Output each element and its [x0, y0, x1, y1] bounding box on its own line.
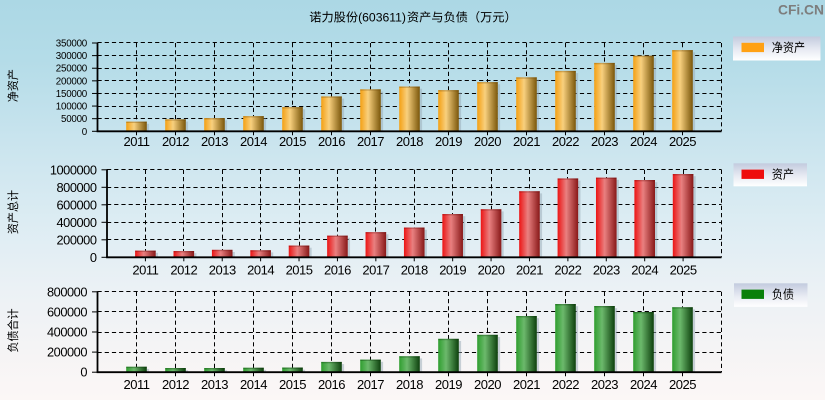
svg-text:2013: 2013	[201, 377, 228, 392]
svg-text:2016: 2016	[318, 134, 345, 149]
svg-text:2014: 2014	[247, 263, 274, 278]
svg-text:2020: 2020	[478, 263, 505, 278]
svg-text:800000: 800000	[47, 284, 87, 299]
svg-text:2011: 2011	[132, 263, 158, 278]
svg-text:2018: 2018	[396, 377, 423, 392]
svg-text:2017: 2017	[357, 134, 384, 149]
svg-text:2012: 2012	[170, 263, 197, 278]
svg-text:2013: 2013	[209, 263, 236, 278]
svg-text:2016: 2016	[324, 263, 351, 278]
svg-text:0: 0	[80, 365, 87, 380]
svg-text:2015: 2015	[279, 134, 306, 149]
svg-text:2024: 2024	[630, 134, 657, 149]
svg-text:2024: 2024	[630, 377, 657, 392]
svg-text:2015: 2015	[286, 263, 313, 278]
svg-text:2022: 2022	[554, 263, 581, 278]
svg-text:(603611): (603611)	[358, 10, 406, 24]
svg-text:2022: 2022	[552, 134, 579, 149]
svg-text:600000: 600000	[47, 304, 87, 319]
svg-text:2021: 2021	[513, 377, 540, 392]
svg-text:2021: 2021	[513, 134, 540, 149]
svg-text:2025: 2025	[669, 134, 696, 149]
svg-text:2014: 2014	[240, 377, 267, 392]
svg-text:400000: 400000	[47, 325, 87, 340]
svg-text:2015: 2015	[279, 377, 306, 392]
svg-text:400000: 400000	[56, 215, 96, 230]
svg-text:50000: 50000	[61, 114, 88, 125]
svg-text:2020: 2020	[474, 377, 501, 392]
svg-text:2018: 2018	[401, 263, 428, 278]
svg-text:350000: 350000	[56, 38, 88, 49]
svg-text:2014: 2014	[240, 134, 267, 149]
svg-text:2022: 2022	[552, 377, 579, 392]
svg-text:CFi.CN: CFi.CN	[778, 3, 824, 18]
svg-text:2018: 2018	[396, 134, 423, 149]
svg-text:2023: 2023	[593, 263, 620, 278]
svg-text:2013: 2013	[201, 134, 228, 149]
svg-text:600000: 600000	[56, 197, 96, 212]
svg-text:2025: 2025	[669, 377, 696, 392]
svg-text:200000: 200000	[47, 345, 87, 360]
svg-text:800000: 800000	[56, 180, 96, 195]
svg-text:0: 0	[90, 250, 97, 265]
svg-text:2020: 2020	[474, 134, 501, 149]
svg-text:2019: 2019	[435, 377, 462, 392]
svg-text:300000: 300000	[56, 51, 88, 62]
svg-text:2019: 2019	[435, 134, 462, 149]
svg-text:2012: 2012	[162, 134, 189, 149]
svg-text:2024: 2024	[631, 263, 658, 278]
svg-text:2023: 2023	[591, 134, 618, 149]
svg-text:200000: 200000	[56, 76, 88, 87]
svg-text:2011: 2011	[124, 134, 150, 149]
svg-text:0: 0	[82, 127, 88, 138]
svg-text:2016: 2016	[318, 377, 345, 392]
svg-text:100000: 100000	[56, 102, 88, 113]
svg-text:200000: 200000	[56, 232, 96, 247]
svg-text:2017: 2017	[357, 377, 384, 392]
svg-text:1000000: 1000000	[50, 162, 97, 177]
svg-text:2012: 2012	[162, 377, 189, 392]
svg-text:2023: 2023	[591, 377, 618, 392]
svg-text:2021: 2021	[516, 263, 543, 278]
svg-text:2019: 2019	[439, 263, 466, 278]
svg-text:2025: 2025	[670, 263, 697, 278]
svg-text:2017: 2017	[362, 263, 389, 278]
svg-text:250000: 250000	[56, 64, 88, 75]
svg-text:2011: 2011	[124, 377, 150, 392]
svg-text:150000: 150000	[56, 89, 88, 100]
